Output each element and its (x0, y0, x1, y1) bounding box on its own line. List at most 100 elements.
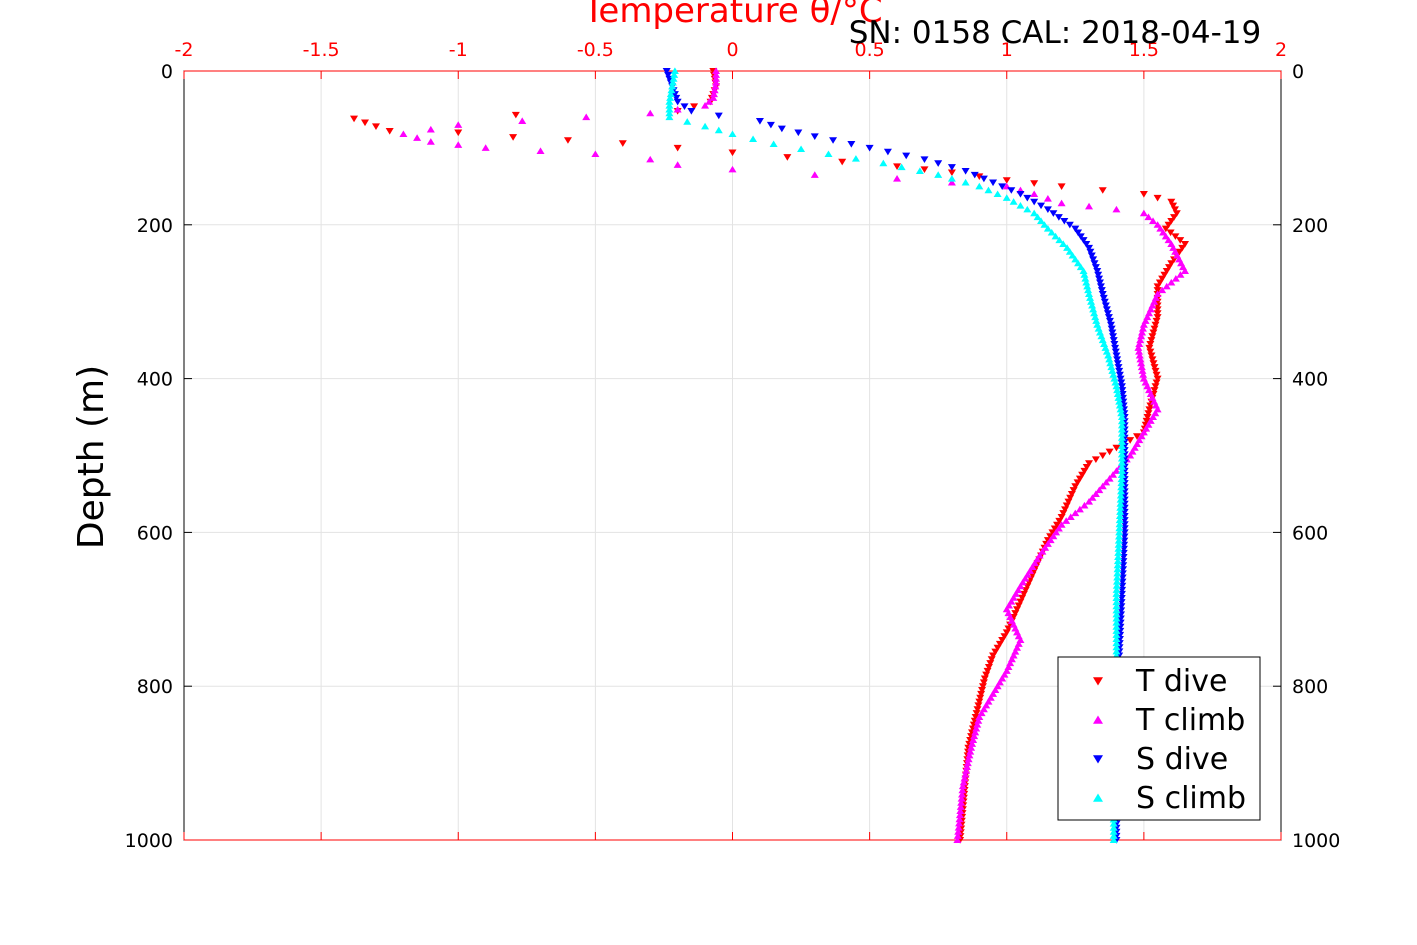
x-tick-label: 2 (1275, 39, 1287, 61)
s-dive-point (673, 98, 682, 106)
t-dive-point (1098, 187, 1107, 194)
t-climb-point (1071, 509, 1080, 517)
t-dive-point (1166, 229, 1175, 237)
t-dive-point (1082, 464, 1091, 471)
t-climb-point (1075, 505, 1084, 513)
y-tick-label-left: 0 (161, 61, 173, 83)
t-dive-point (1145, 406, 1154, 413)
t-dive-point (1148, 356, 1157, 363)
t-climb-point (956, 803, 965, 810)
t-climb-point (972, 724, 981, 732)
x-tick-label: 0 (726, 39, 738, 61)
t-dive-point (947, 169, 956, 177)
s-dive-point (970, 171, 979, 179)
t-dive-point (1000, 633, 1009, 640)
t-dive-point (1073, 479, 1082, 487)
t-dive-point (1178, 244, 1187, 252)
s-dive-point (687, 107, 696, 115)
s-climb-point (1117, 425, 1126, 433)
s-dive-point (1037, 202, 1046, 210)
s-dive-point (1099, 294, 1108, 302)
t-dive-point (1150, 387, 1159, 394)
s-climb-point (1116, 508, 1125, 515)
s-climb-point (1113, 561, 1122, 569)
t-dive-point (563, 137, 572, 144)
s-climb-point (984, 186, 993, 194)
t-dive-point (993, 644, 1002, 652)
s-dive-point (680, 103, 689, 110)
t-climb-point (711, 82, 720, 90)
t-dive-point (361, 119, 370, 127)
t-dive-point (1105, 448, 1114, 456)
t-dive-point (1066, 494, 1075, 502)
s-dive-point (1094, 271, 1103, 279)
t-climb-point (958, 786, 967, 794)
s-dive-point (1113, 356, 1122, 363)
legend-marker-t-climb (1093, 715, 1103, 724)
s-climb-point (1115, 516, 1124, 524)
t-climb-point (1080, 501, 1089, 509)
s-climb-point (1116, 405, 1125, 413)
t-dive-point (1171, 233, 1180, 240)
x-tick-label: -0.5 (577, 39, 614, 61)
t-climb-point (1066, 513, 1075, 521)
s-dive-point (1065, 221, 1074, 229)
t-dive-point (987, 656, 996, 663)
t-climb-point (955, 819, 964, 827)
s-climb-point (1080, 271, 1089, 278)
s-climb-point (1114, 541, 1123, 548)
s-climb-point (1115, 401, 1124, 409)
t-dive-point (1167, 260, 1176, 267)
s-dive-point (934, 160, 943, 167)
s-climb-point (1112, 614, 1121, 622)
t-dive-point (1155, 279, 1164, 287)
t-dive-point (1153, 310, 1162, 317)
t-climb-point (947, 178, 956, 186)
s-climb-point (1113, 386, 1122, 394)
t-climb-point (426, 138, 435, 145)
t-dive-point (1152, 371, 1161, 379)
t-climb-point (518, 117, 527, 124)
s-climb-point (1109, 824, 1118, 831)
s-climb-point (1109, 828, 1118, 835)
t-climb-point (1038, 548, 1047, 555)
t-climb-point (973, 721, 982, 728)
t-dive-point (1167, 198, 1176, 206)
t-dive-point (1145, 344, 1154, 352)
s-climb-point (1023, 205, 1032, 213)
t-climb-point (1138, 325, 1147, 332)
t-climb-point (1144, 213, 1153, 221)
s-climb-point (975, 182, 984, 190)
s-climb-point (1002, 194, 1011, 201)
s-dive-point (1086, 248, 1095, 256)
t-climb-point (712, 67, 721, 74)
y-tick-label-right: 200 (1292, 215, 1328, 237)
t-climb-point (1049, 532, 1058, 540)
s-climb-point (670, 67, 679, 74)
s-climb-point (897, 163, 906, 171)
s-climb-point (1092, 317, 1101, 324)
s-climb-point (1047, 228, 1056, 236)
t-climb-point (893, 175, 902, 182)
t-dive-point (1080, 467, 1089, 475)
s-climb-point (993, 190, 1002, 198)
s-dive-point (1095, 279, 1104, 287)
s-climb-point (1037, 217, 1046, 224)
t-dive-point (975, 698, 984, 706)
s-dive-point (664, 71, 673, 79)
s-climb-point (1086, 294, 1095, 301)
t-dive-point (920, 166, 929, 174)
s-climb-point (1109, 836, 1118, 843)
t-dive-point (690, 103, 699, 110)
s-climb-point (1113, 573, 1122, 581)
y-tick-label-right: 0 (1292, 61, 1304, 83)
t-dive-point (1002, 629, 1011, 636)
t-climb-point (1139, 321, 1148, 328)
s-climb-point (1065, 248, 1074, 255)
s-climb-point (1051, 232, 1060, 240)
t-climb-point (969, 736, 978, 744)
t-climb-point (646, 109, 655, 117)
s-dive-point (1043, 206, 1052, 214)
chart-title: SN: 0158 CAL: 2018-04-19 (849, 15, 1262, 51)
